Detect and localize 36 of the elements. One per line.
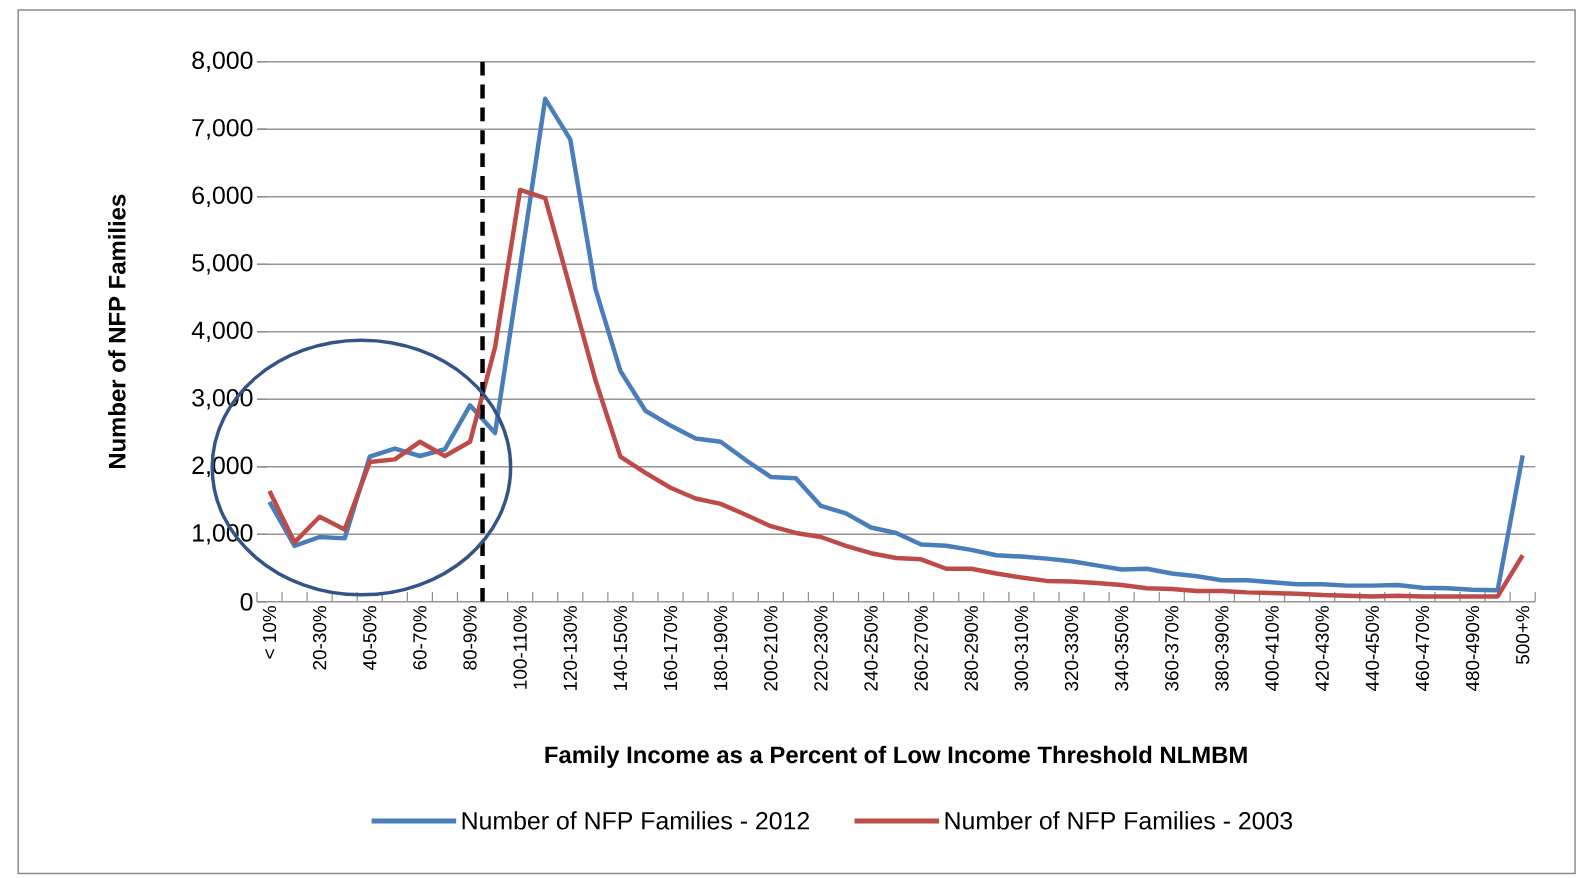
x-tick-label: 480-490% — [1465, 605, 1480, 691]
x-axis-title: Family Income as a Percent of Low Income Threshold NLMBM — [545, 745, 1247, 768]
x-tick-label: 200-210% — [764, 605, 778, 691]
y-tick-label: 7,000 — [192, 118, 253, 140]
x-tick-label: 260-270% — [914, 605, 928, 691]
y-tick-label: 4,000 — [191, 321, 253, 342]
x-tick-label: 460-470% — [1415, 605, 1430, 691]
x-tick-label: 160-170% — [663, 605, 678, 690]
x-tick-label: 140-150% — [613, 605, 628, 690]
y-tick-label: 5,000 — [192, 253, 253, 275]
legend-label: Number of NFP Families - 2012 — [462, 811, 809, 830]
x-tick-label: 340-350% — [1114, 605, 1129, 691]
x-tick-label: 60-70% — [413, 605, 427, 670]
x-tick-label: 100-110% — [513, 605, 527, 689]
x-tick-label: 360-370% — [1165, 605, 1179, 691]
x-tick-label: 180-190% — [713, 605, 728, 690]
x-tick-label: 20-30% — [312, 605, 327, 670]
y-axis-title: Number of NFP Families — [108, 194, 126, 468]
x-tick-label: 120-130% — [563, 605, 577, 690]
x-tick-label: 380-390% — [1215, 605, 1229, 691]
x-tick-label: 300-310% — [1014, 605, 1029, 691]
legend-label: Number of NFP Families - 2003 — [945, 811, 1293, 830]
x-tick-label: 220-230% — [814, 605, 828, 691]
x-tick-label: 280-290% — [964, 605, 978, 691]
x-tick-label: 80-90% — [463, 605, 477, 670]
y-tick-label: 8,000 — [192, 51, 253, 72]
x-tick-label: 320-330% — [1064, 605, 1079, 691]
x-tick-label: 400-410% — [1265, 605, 1279, 691]
y-tick-label: 6,000 — [192, 186, 253, 207]
x-tick-label: < 10% — [262, 605, 277, 659]
y-tick-label: 0 — [240, 592, 253, 611]
x-tick-label: 40-50% — [363, 605, 377, 670]
x-tick-label: 500+% — [1515, 605, 1530, 664]
x-tick-label: 240-250% — [864, 605, 878, 691]
x-tick-label: 420-430% — [1315, 605, 1329, 691]
x-tick-label: 440-450% — [1365, 605, 1379, 691]
